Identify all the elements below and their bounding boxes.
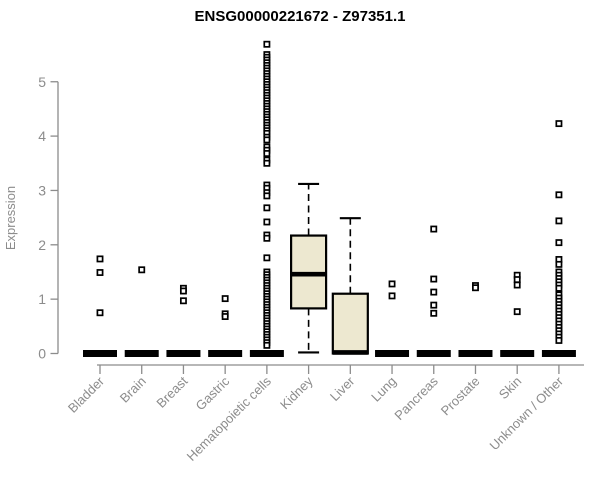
x-tick-label: Liver [327, 373, 358, 404]
y-tick-label: 1 [38, 291, 46, 307]
outlier-point [96, 309, 104, 317]
outlier-point [263, 136, 271, 144]
outlier-point [221, 313, 229, 320]
y-tick-label: 4 [38, 128, 46, 144]
x-tick-label: Brain [117, 374, 149, 406]
chart-title: ENSG00000221672 - Z97351.1 [195, 8, 406, 25]
y-tick-label: 5 [38, 74, 46, 90]
outlier-point [555, 337, 563, 344]
x-tick-label: Skin [496, 374, 524, 402]
outlier-point [221, 295, 229, 303]
outlier-point [179, 287, 187, 295]
outlier-point [263, 218, 271, 226]
boxplot-flat-box [375, 350, 410, 357]
x-tick-label: Unknown / Other [486, 373, 566, 453]
outlier-point [555, 191, 563, 199]
boxplot-flat-box [458, 350, 493, 357]
boxplot-flat-box [166, 350, 201, 357]
outlier-point [430, 309, 438, 317]
x-tick-label: Lung [368, 374, 399, 405]
outlier-point [513, 281, 521, 289]
boxplot-flat-box [208, 350, 243, 357]
outlier-point [430, 301, 438, 309]
outlier-point [96, 269, 104, 276]
y-tick-label: 0 [38, 346, 46, 362]
outlier-point [555, 284, 563, 292]
boxplot-flat-box [124, 350, 159, 357]
x-tick-label: Prostate [438, 374, 483, 419]
outlier-point [513, 276, 521, 284]
outlier-point [472, 284, 479, 292]
x-tick-label: Gastric [193, 373, 233, 413]
outlier-point [430, 288, 438, 296]
x-tick-label: Bladder [65, 373, 108, 416]
outlier-point [555, 217, 563, 225]
outlier-point [263, 150, 271, 157]
outlier-point [388, 280, 396, 288]
boxplot-flat-box [541, 350, 576, 357]
outlier-point [430, 225, 438, 233]
outlier-point [388, 292, 396, 300]
y-tick-label: 3 [38, 182, 46, 198]
outlier-point [263, 254, 271, 262]
outlier-point [263, 40, 271, 48]
outlier-point [513, 308, 521, 316]
outlier-point [179, 297, 187, 305]
outlier-point [138, 266, 146, 274]
outlier-point [263, 192, 271, 200]
outlier-point [263, 341, 271, 349]
x-tick-label: Breast [153, 373, 190, 410]
boxplot-flat-box [416, 350, 451, 357]
x-tick-label: Pancreas [391, 373, 441, 423]
outlier-point [263, 204, 271, 212]
boxplot-box [331, 292, 369, 355]
x-tick-label: Kidney [277, 373, 316, 412]
outlier-point [555, 260, 563, 268]
y-tick-label: 2 [38, 237, 46, 253]
outlier-point [263, 234, 271, 242]
y-axis-label: Expression [3, 186, 18, 250]
outlier-point [263, 159, 271, 167]
outlier-point [430, 275, 438, 283]
outlier-point [555, 120, 563, 128]
boxplot-flat-box [83, 350, 117, 357]
outlier-point [555, 239, 563, 247]
outlier-point [96, 255, 104, 263]
boxplot-flat-box [249, 350, 284, 357]
boxplot-flat-box [500, 350, 535, 357]
